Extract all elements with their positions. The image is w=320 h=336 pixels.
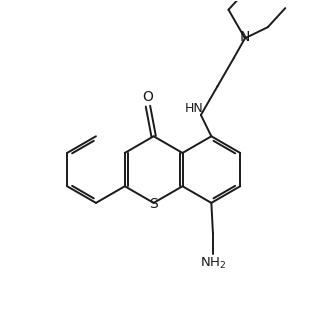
Text: O: O [142,90,153,104]
Text: NH$_2$: NH$_2$ [200,256,226,271]
Text: S: S [149,198,158,211]
Text: HN: HN [185,102,203,115]
Text: N: N [240,30,250,44]
